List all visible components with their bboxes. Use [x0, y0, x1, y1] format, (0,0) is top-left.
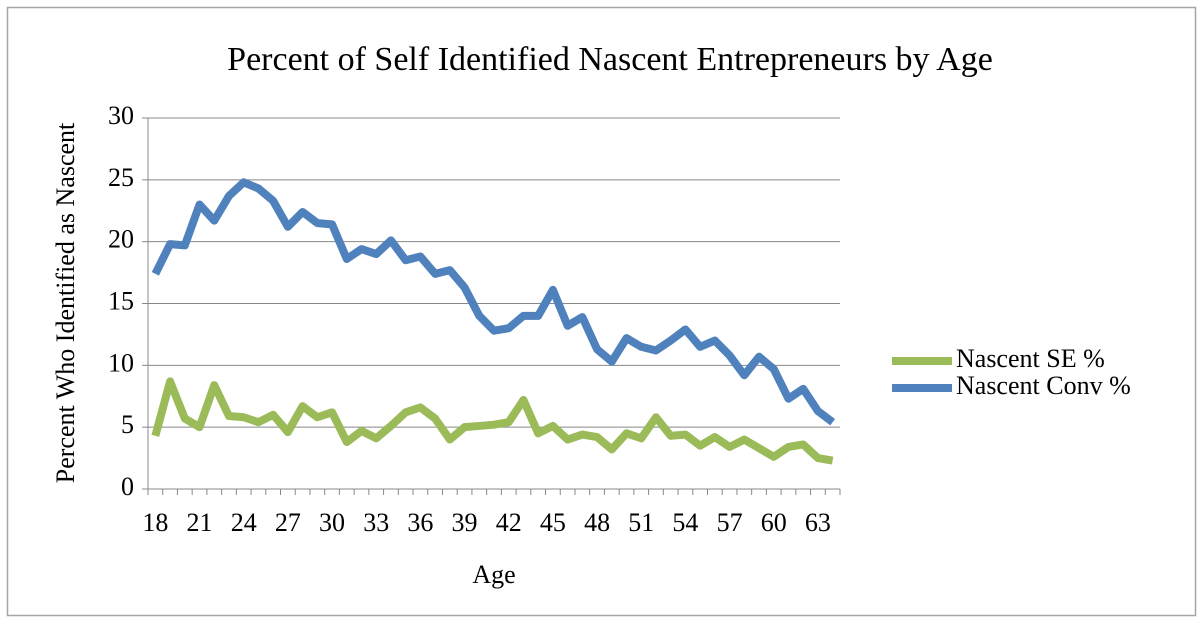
- x-tick-label: 27: [275, 508, 301, 537]
- x-tick-label: 24: [231, 508, 257, 537]
- chart-title: Percent of Self Identified Nascent Entre…: [227, 41, 993, 78]
- y-tick-label: 25: [108, 163, 134, 192]
- x-tick-label: 42: [496, 508, 522, 537]
- series-line: [151, 377, 834, 465]
- y-axis-label: Percent Who Identified as Nascent: [51, 122, 80, 483]
- x-tick-label: 36: [407, 508, 433, 537]
- x-tick-label: 21: [187, 508, 213, 537]
- x-tick-label: 18: [142, 508, 168, 537]
- x-tick-label: 51: [628, 508, 654, 537]
- x-tick-label: 48: [584, 508, 610, 537]
- x-tick-label: 33: [363, 508, 389, 537]
- y-tick-label: 10: [108, 348, 134, 377]
- y-tick-label: 15: [108, 286, 134, 315]
- x-tick-label: 45: [540, 508, 566, 537]
- x-tick-label: 54: [672, 508, 698, 537]
- chart-frame: [6, 6, 1197, 617]
- x-tick-label: 60: [761, 508, 787, 537]
- x-tick-label: 57: [717, 508, 743, 537]
- x-tick-label: 30: [319, 508, 345, 537]
- legend-label: Nascent SE %: [956, 344, 1105, 373]
- x-tick-label: 39: [452, 508, 478, 537]
- y-tick-label: 5: [121, 410, 134, 439]
- x-tick-label: 63: [805, 508, 831, 537]
- x-axis-label: Age: [472, 560, 515, 589]
- y-tick-label: 0: [121, 472, 134, 501]
- y-tick-label: 30: [108, 101, 134, 130]
- series-line: [151, 178, 836, 426]
- y-tick-label: 20: [108, 225, 134, 254]
- legend-label: Nascent Conv %: [956, 371, 1131, 400]
